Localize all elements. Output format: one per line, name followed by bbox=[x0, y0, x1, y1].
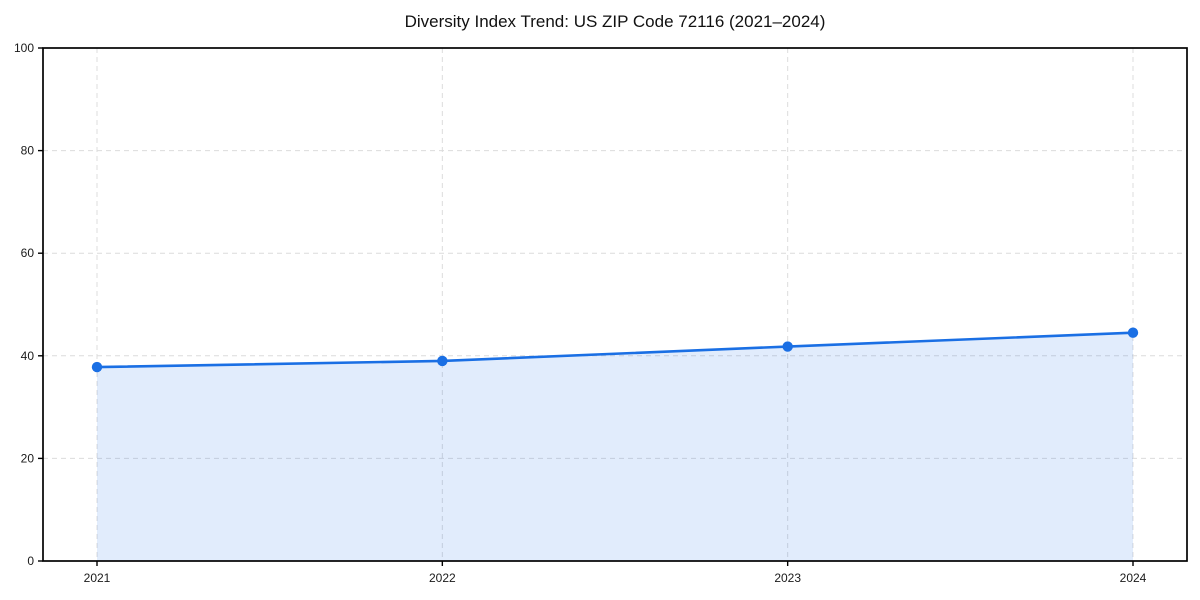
y-tick-label: 0 bbox=[27, 554, 34, 568]
trend-line bbox=[95, 331, 1135, 369]
x-tick-label: 2024 bbox=[1120, 571, 1147, 585]
plot-border bbox=[42, 47, 1188, 562]
y-tick-label: 60 bbox=[21, 246, 35, 260]
data-point bbox=[1127, 327, 1139, 338]
data-point bbox=[91, 361, 103, 373]
x-tick-label: 2022 bbox=[429, 571, 456, 585]
y-tick-label: 100 bbox=[14, 41, 34, 55]
y-tick-label: 80 bbox=[21, 144, 35, 158]
area-fill bbox=[97, 332, 1133, 561]
y-tick-label: 40 bbox=[21, 349, 35, 363]
x-tick-label: 2023 bbox=[774, 571, 801, 585]
data-point bbox=[437, 355, 448, 367]
y-tick-label: 20 bbox=[21, 451, 35, 465]
x-tick-label: 2021 bbox=[84, 571, 111, 585]
chart-title: Diversity Index Trend: US ZIP Code 72116… bbox=[404, 12, 826, 31]
data-point bbox=[782, 341, 793, 352]
